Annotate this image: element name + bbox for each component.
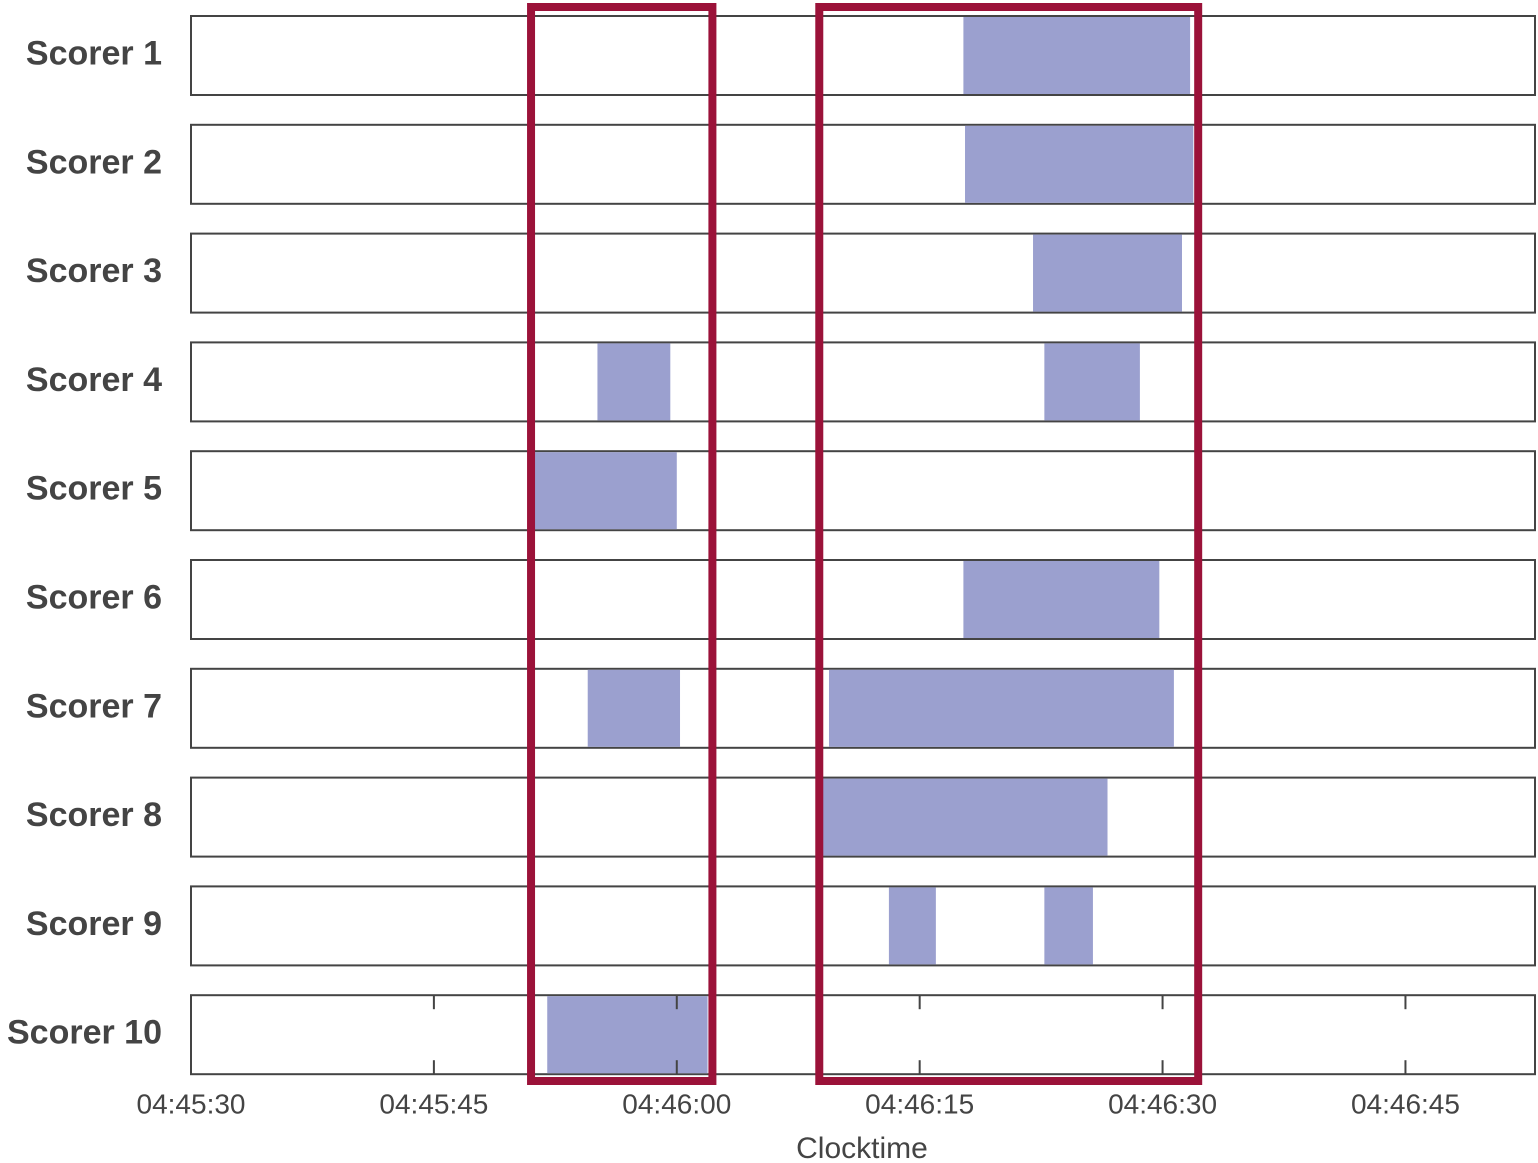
x-tick-label: 04:46:00 [622,1089,731,1120]
interval [963,561,1160,638]
row-label: Scorer 5 [26,470,162,508]
highlight-box [527,3,717,1085]
highlight-box [815,3,1203,1085]
row-frame [190,450,1536,532]
interval [587,669,681,747]
row-label: Scorer 4 [26,361,162,399]
interval [822,778,1108,856]
interval [828,669,1174,747]
x-tick-label: 04:46:30 [1108,1089,1217,1120]
interval [1044,887,1093,965]
row-label: Scorer 6 [26,578,162,616]
interval [534,452,677,530]
row-label: Scorer 9 [26,905,162,943]
interval [888,887,936,965]
row-label: Scorer 3 [26,252,162,290]
row-frame [190,15,1536,96]
x-tick-label: 04:45:30 [137,1089,246,1120]
x-axis-label: Clocktime [796,1132,928,1163]
row-frame [190,885,1536,967]
row-frame [190,341,1536,423]
row-label: Scorer 1 [26,34,162,72]
x-tick-label: 04:46:15 [865,1089,974,1120]
interval [547,996,708,1074]
x-tick-label: 04:46:45 [1351,1089,1460,1120]
row-frame [190,123,1536,205]
x-tick-label: 04:45:45 [379,1089,488,1120]
interval [597,343,671,421]
interval [1044,343,1140,421]
interval [963,17,1191,94]
row-frame [190,232,1536,314]
row-label: Scorer 10 [7,1014,162,1052]
interval [1033,234,1182,312]
row-frame [190,559,1536,640]
row-label: Scorer 8 [26,796,162,834]
row-label: Scorer 7 [26,687,162,725]
row-label: Scorer 2 [26,143,162,181]
row-frame [190,994,1536,1076]
interval [965,125,1194,203]
